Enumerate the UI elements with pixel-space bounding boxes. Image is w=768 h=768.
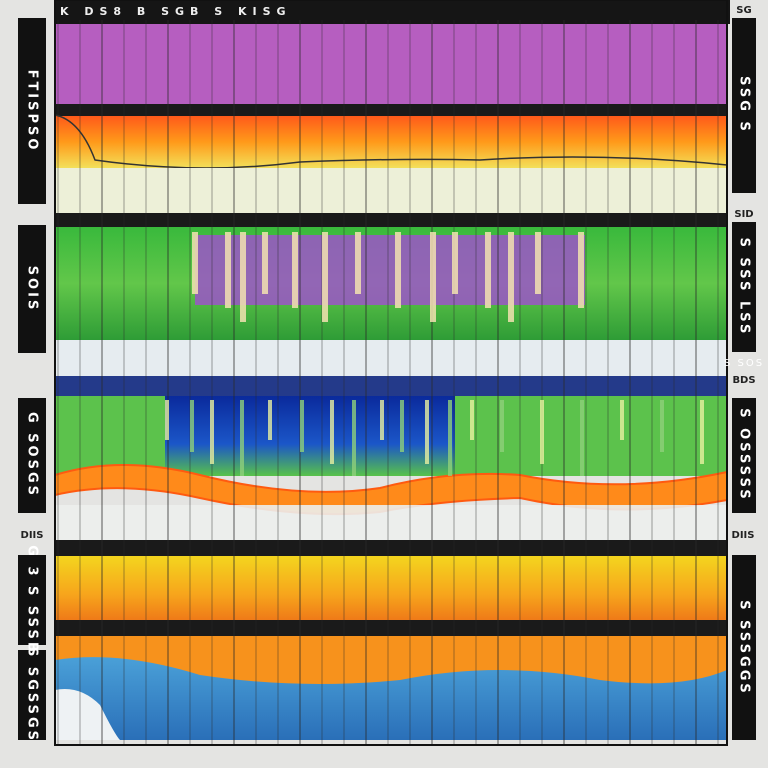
side-strip [732,398,756,513]
spike [400,400,404,452]
side-strip [732,222,756,352]
wave [54,114,728,169]
spike [448,400,452,476]
light-band [55,340,727,376]
spike [540,400,544,464]
side-strip [18,225,46,353]
tag: BDS [732,375,755,386]
spike [190,400,194,452]
spike [620,400,624,440]
spike [268,400,272,440]
grid-lines [54,0,728,746]
side-label: S SGSSGS [25,647,40,743]
side-label: SSG S [737,76,752,134]
spike [700,400,704,464]
corner-label: SG [736,5,751,16]
spike [425,400,429,464]
spike [500,400,504,452]
light-bar [225,232,231,308]
side-label: FTISPSO [25,70,40,153]
white-patch [55,689,120,740]
light-bar [452,232,458,294]
light-band [55,505,727,540]
side-strip [732,18,756,193]
divider [55,213,727,227]
purple-block [195,235,585,305]
tag: DIIS [732,530,755,541]
spike [660,400,664,452]
spike [470,400,474,440]
side-label: S OSSSSS [737,408,752,501]
spike [240,400,244,476]
light-bar [192,232,198,294]
light-bar [578,232,584,308]
spike [165,400,169,440]
header-title: K DS8 B SGB S KISG [60,5,292,18]
side-label: S SOS [724,358,764,369]
light-bar [430,232,436,322]
spike [380,400,384,440]
divider [55,104,727,116]
spike [300,400,304,452]
side-strip [18,555,46,645]
light-bar [262,232,268,294]
green-block [55,396,165,476]
light-bar [508,232,514,322]
side-label: S SSS LSS [737,238,752,337]
light-bar [240,232,246,322]
side-label: SOIS [25,266,40,313]
light-bar [322,232,328,322]
side-label: G 3 S SSSB [25,545,40,655]
divider [55,540,727,556]
blue-wave [55,657,727,740]
spike [210,400,214,464]
light-bar [395,232,401,308]
spike [352,400,356,476]
side-strip [732,555,756,740]
purple-band [55,24,727,106]
light-bar [485,232,491,308]
spike [330,400,334,464]
blue-strip [55,376,727,396]
spike [580,400,584,476]
side-label: S SSSGGS [737,600,752,696]
light-band [55,168,727,213]
side-strip [18,398,46,513]
side-label: G SOSGS [25,412,40,498]
light-bar [292,232,298,308]
tag: DIIS [21,530,44,541]
light-bar [535,232,541,294]
frame [54,0,728,746]
divider [55,620,727,636]
side-strip [18,650,46,740]
light-bar [355,232,361,294]
tag: SID [734,209,753,220]
yellow-band [55,556,727,620]
green-block [455,396,727,476]
side-strip [18,18,46,204]
